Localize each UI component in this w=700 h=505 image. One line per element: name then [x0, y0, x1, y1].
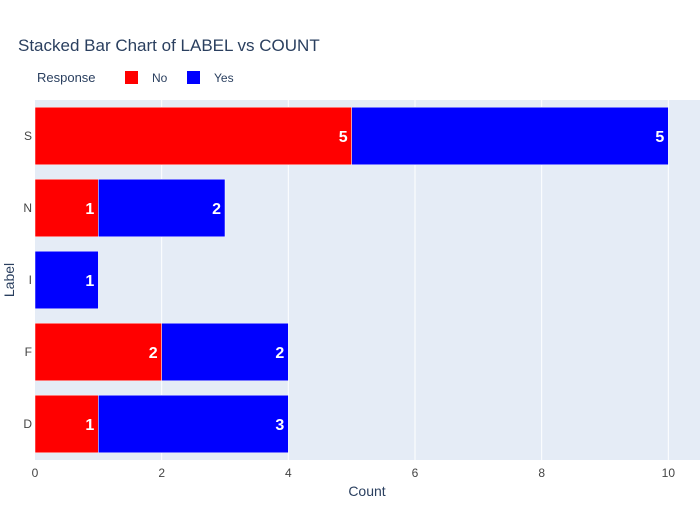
- x-tick-label: 0: [32, 466, 39, 480]
- y-tick-label: D: [23, 417, 32, 431]
- chart-title: Stacked Bar Chart of LABEL vs COUNT: [18, 36, 320, 55]
- x-tick-label: 10: [662, 466, 676, 480]
- legend-swatch-yes: [187, 71, 200, 84]
- bar-yes-f: [161, 322, 289, 382]
- y-tick-label: I: [29, 273, 32, 287]
- bar-value-label: 5: [655, 129, 664, 146]
- y-tick-label: F: [25, 345, 32, 359]
- bar-no-n: [34, 178, 99, 238]
- y-axis-label: Label: [1, 263, 17, 297]
- bar-yes-n: [98, 178, 226, 238]
- bar-value-label: 2: [212, 201, 221, 218]
- bar-yes-d: [98, 394, 289, 454]
- bar-value-label: 2: [149, 345, 158, 362]
- x-tick-label: 4: [285, 466, 292, 480]
- x-tick-label: 6: [412, 466, 419, 480]
- y-tick-label: S: [24, 129, 32, 143]
- y-tick-label: N: [23, 201, 32, 215]
- x-axis-label: Count: [348, 483, 385, 499]
- bar-yes-i: [34, 250, 99, 310]
- bar-no-f: [34, 322, 162, 382]
- bar-no-s: [34, 106, 352, 166]
- legend-swatch-no: [125, 71, 138, 84]
- x-tick-label: 2: [158, 466, 165, 480]
- legend-label-yes: Yes: [214, 71, 234, 85]
- bar-value-label: 1: [85, 273, 94, 290]
- bar-value-label: 1: [85, 417, 94, 434]
- legend-label-no: No: [152, 71, 168, 85]
- legend: Response No Yes: [37, 70, 234, 85]
- bar-value-label: 3: [275, 417, 284, 434]
- bar-no-d: [34, 394, 99, 454]
- bar-value-label: 1: [85, 201, 94, 218]
- bar-value-label: 2: [275, 345, 284, 362]
- bar-value-label: 5: [339, 129, 348, 146]
- x-tick-label: 8: [538, 466, 545, 480]
- bar-yes-s: [351, 106, 669, 166]
- legend-title: Response: [37, 70, 96, 85]
